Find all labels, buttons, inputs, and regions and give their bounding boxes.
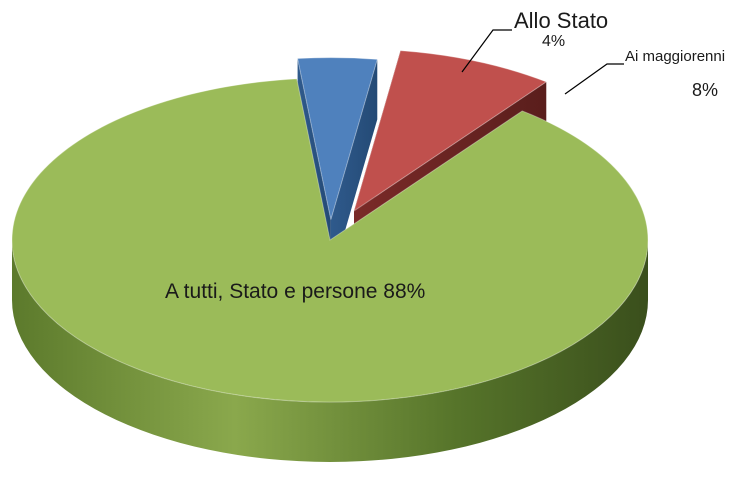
slice-label-allo-stato: Allo Stato <box>514 8 609 33</box>
slice-side-a-tutti <box>12 240 648 462</box>
slice-wall-allo-stato <box>330 59 378 280</box>
slice-label-ai-maggiorenni: Ai maggiorenni <box>625 48 726 65</box>
slice-allo-stato <box>296 57 378 220</box>
leader-line-allo-stato <box>461 29 512 73</box>
slice-percent-allo-stato: 4% <box>542 33 566 50</box>
slice-a-tutti <box>11 78 649 403</box>
slice-percent-ai-maggiorenni: 8% <box>692 80 719 100</box>
slice-label-a-tutti: A tutti, Stato e persone 88% <box>165 280 426 303</box>
slice-ai-maggiorenni <box>353 50 548 213</box>
leader-line-ai-maggiorenni <box>564 63 624 95</box>
